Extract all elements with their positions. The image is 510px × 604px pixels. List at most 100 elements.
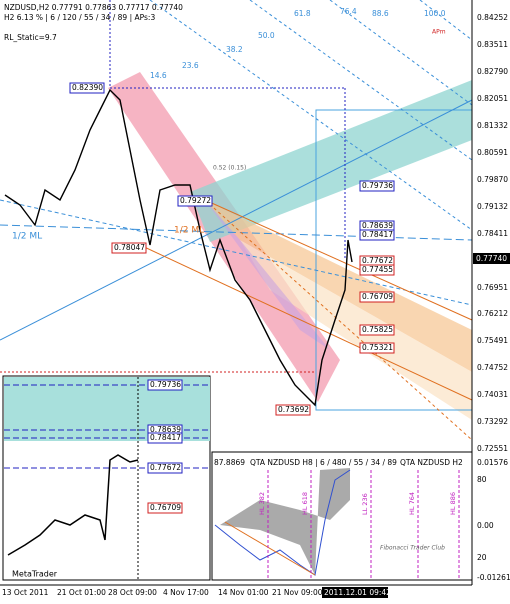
indicator-level-label: HL 886 xyxy=(449,492,457,515)
price-box xyxy=(275,404,311,416)
price-tick-label: 0.79870 xyxy=(477,175,508,184)
fib-label: 100.0 xyxy=(424,9,446,18)
price-box xyxy=(111,242,147,254)
price-box-label: 0.78639 xyxy=(362,221,393,230)
fib-label: 88.6 xyxy=(372,9,389,18)
static-label: RL_Static=9.7 xyxy=(4,33,57,42)
indicator-level-label: HL 764 xyxy=(408,492,416,515)
median-label: 1/2 ML xyxy=(12,232,42,242)
price-tick-label: 0.75491 xyxy=(477,336,508,345)
indicator-axis-label: 0.01576 xyxy=(477,458,508,467)
price-box xyxy=(147,432,183,444)
symbol-line: NZDUSD,H2 0.77791 0.77863 0.77717 0.7774… xyxy=(4,3,183,12)
price-tick-label: 0.79132 xyxy=(477,202,508,211)
price-box xyxy=(177,195,213,207)
price-tick-label: 0.80591 xyxy=(477,148,508,157)
fib-labels: 61.8 76.4 88.6 100.0 50.0 38.2 23.6 14.6 xyxy=(150,7,446,80)
apm-label: APm xyxy=(432,29,446,36)
time-cursor-box xyxy=(322,587,388,598)
indicator-axis-label: 80 xyxy=(477,475,487,484)
price-tick-label: 0.74752 xyxy=(477,363,508,372)
price-box-label: 0.77672 xyxy=(150,463,181,472)
indicator-title: QTA NZDUSD H2 xyxy=(400,458,463,467)
current-price-box xyxy=(473,253,510,264)
price-box xyxy=(147,379,183,391)
indicator-level-label: HL 382 xyxy=(258,492,266,515)
fork-lines xyxy=(0,199,473,441)
indicator-axis-label: -0.01261 xyxy=(477,573,510,582)
fib-label: 23.6 xyxy=(182,61,199,70)
price-box-label: 0.77672 xyxy=(362,256,393,265)
price-box-label: 0.77455 xyxy=(362,265,393,274)
fib-label: 38.2 xyxy=(226,45,243,54)
price-tick-label: 0.76212 xyxy=(477,309,508,318)
price-tick-label: 0.73292 xyxy=(477,417,508,426)
indicator-axis-label: 20 xyxy=(477,553,487,562)
price-box-label: 0.78047 xyxy=(114,243,145,252)
time-tick-label: 4 Nov 17:00 xyxy=(163,588,209,597)
price-tick-label: 0.84252 xyxy=(477,13,508,22)
price-box-label: 0.78417 xyxy=(362,230,393,239)
indicator-axis-label: 0.00 xyxy=(477,521,494,530)
price-box-label: 0.76709 xyxy=(150,503,181,512)
price-box xyxy=(359,291,395,303)
price-box-label: 0.73692 xyxy=(278,405,309,414)
price-box xyxy=(359,264,395,276)
price-tick-label: 0.74031 xyxy=(477,390,508,399)
price-box xyxy=(359,342,395,354)
indicator-level-label: HL 618 xyxy=(301,492,309,515)
fib-label: 76.4 xyxy=(340,7,357,16)
info-line: H2 6.13 % | 6 / 120 / 55 / 34 / 89 | APs… xyxy=(4,13,155,22)
price-tick-label: 0.81332 xyxy=(477,121,508,130)
price-tick-label: 0.76951 xyxy=(477,283,508,292)
indicator-trend xyxy=(224,521,316,576)
price-box-label: 0.82390 xyxy=(72,83,103,92)
indicator-histogram xyxy=(220,468,350,575)
cyan-band xyxy=(190,80,472,242)
violet-band xyxy=(205,200,330,350)
time-tick-label: 21 Oct 01:00 xyxy=(57,588,106,597)
median-label: 1/2 ML xyxy=(174,226,204,236)
trend-lines xyxy=(0,0,473,341)
price-box xyxy=(359,180,395,192)
price-tick-label: 0.72551 xyxy=(477,444,508,453)
indicator-value: 87.8869 xyxy=(214,458,245,467)
time-tick-label: 21 Nov 09:00 xyxy=(272,588,323,597)
price-tick-label: 0.83511 xyxy=(477,40,508,49)
current-price: 0.77740 xyxy=(476,254,507,263)
inset-price xyxy=(7,454,139,556)
price-box xyxy=(359,229,395,241)
inset-brand: MetaTrader xyxy=(12,570,58,579)
price-box-label: 0.75825 xyxy=(362,325,393,334)
price-box xyxy=(147,462,183,474)
fib-label: 61.8 xyxy=(294,9,311,18)
watermark: Fibonacci Trader Club xyxy=(380,545,445,552)
price-line xyxy=(4,88,353,407)
ratio-label: 0.52 (0.15) xyxy=(213,165,246,172)
price-box-label: 0.79272 xyxy=(180,196,211,205)
indicator-level-label: LL 236 xyxy=(361,493,369,515)
time-cursor: 2011.12.01 09:42 xyxy=(324,588,391,597)
time-tick-label: 28 Oct 09:00 xyxy=(108,588,157,597)
price-box-label: 0.76709 xyxy=(362,292,393,301)
price-box xyxy=(69,82,105,94)
price-tick-label: 0.82051 xyxy=(477,94,508,103)
indicator-line xyxy=(214,469,351,576)
indicator-title: QTA NZDUSD H8 | 6 / 480 / 55 / 34 / 89 xyxy=(250,458,397,467)
price-box xyxy=(147,502,183,514)
time-tick-label: 13 Oct 2011 xyxy=(2,588,49,597)
price-box-label: 0.78639 xyxy=(150,425,181,434)
price-box xyxy=(359,324,395,336)
fib-label: 50.0 xyxy=(258,31,275,40)
price-box-label: 0.79736 xyxy=(150,380,181,389)
price-box-label: 0.79736 xyxy=(362,181,393,190)
fib-label: 14.6 xyxy=(150,71,167,80)
price-tick-label: 0.78411 xyxy=(477,229,508,238)
time-tick-label: 14 Nov 01:00 xyxy=(218,588,269,597)
pink-band xyxy=(108,72,340,402)
price-box-label: 0.75321 xyxy=(362,343,393,352)
price-tick-label: 0.82790 xyxy=(477,67,508,76)
orange-band xyxy=(205,200,472,372)
price-box-label: 0.78417 xyxy=(150,433,181,442)
